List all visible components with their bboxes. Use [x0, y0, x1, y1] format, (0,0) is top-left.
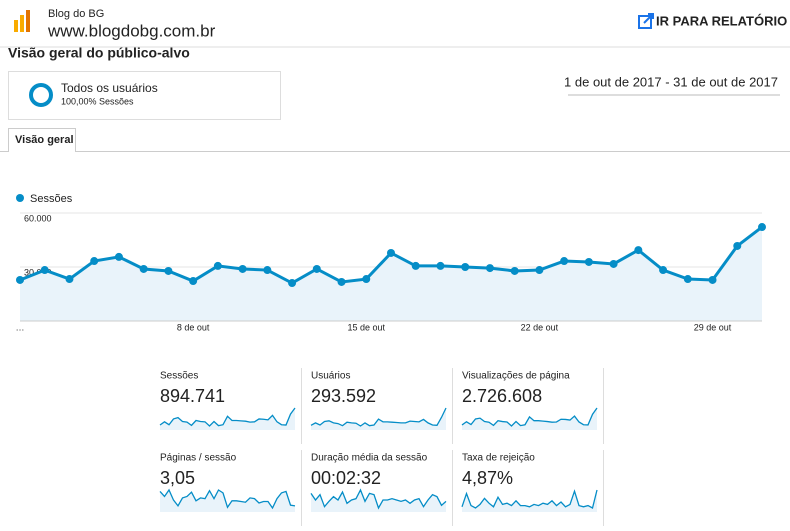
- point: [139, 264, 148, 273]
- segment-ring: [29, 83, 53, 107]
- sparkline-area: [462, 490, 597, 512]
- point: [659, 266, 668, 275]
- legend-label: Sessões: [30, 193, 73, 205]
- sparkline-area: [311, 490, 446, 512]
- metric-name: Visualizações de página: [462, 371, 570, 382]
- metric-value: 3,05: [160, 468, 195, 488]
- sparkline: [461, 407, 598, 427]
- point: [485, 264, 494, 273]
- point: [90, 257, 99, 266]
- point: [609, 259, 618, 268]
- point: [164, 266, 173, 275]
- metric-value: 293.592: [311, 386, 376, 406]
- point: [758, 223, 766, 232]
- sparkline: [159, 488, 296, 510]
- point: [213, 261, 222, 270]
- point: [362, 275, 371, 284]
- date-range[interactable]: 1 de out de 2017 - 31 de out de 2017: [564, 74, 778, 89]
- link-icon: [638, 15, 652, 29]
- point: [683, 275, 692, 284]
- point: [189, 277, 198, 286]
- area: [20, 227, 762, 321]
- x-tick-label: 29 de out: [694, 322, 732, 332]
- report-link[interactable]: IR PARA RELATÓRIO: [638, 13, 787, 29]
- point: [114, 252, 123, 261]
- point: [436, 261, 445, 270]
- point: [65, 275, 74, 284]
- point: [411, 261, 420, 270]
- point: [560, 257, 569, 266]
- metric-name: Duração média da sessão: [311, 453, 428, 464]
- point: [263, 266, 272, 275]
- link-icon: [643, 13, 654, 24]
- metric-value: 4,87%: [462, 468, 513, 488]
- sparkline: [159, 407, 296, 427]
- logo-bar: [26, 10, 30, 32]
- sparkline-area: [160, 490, 295, 512]
- sparkline: [310, 407, 447, 427]
- sparkline-area: [160, 408, 295, 430]
- point: [387, 248, 395, 257]
- sparkline: [461, 489, 598, 509]
- metric-name: Sessões: [160, 371, 198, 382]
- metric-value: 00:02:32: [311, 468, 381, 488]
- point: [288, 279, 297, 288]
- metric-name: Taxa de rejeição: [462, 453, 535, 464]
- point: [584, 257, 593, 266]
- metric-name: Páginas / sessão: [160, 453, 237, 464]
- point: [535, 266, 544, 275]
- sparkline-area: [462, 408, 597, 430]
- metric-value: 894.741: [160, 386, 225, 406]
- property: www.blogdobg.com.br: [47, 21, 216, 40]
- point: [312, 264, 321, 273]
- segment-detail: 100,00% Sessões: [61, 96, 134, 106]
- point: [733, 241, 742, 250]
- point: [461, 263, 470, 271]
- point: [708, 275, 717, 284]
- point: [510, 266, 519, 275]
- x-tick-label: 15 de out: [347, 322, 385, 332]
- point: [16, 275, 24, 284]
- logo-bar: [14, 20, 18, 32]
- point: [634, 246, 643, 255]
- segment-name: Todos os usuários: [61, 81, 158, 95]
- point: [238, 264, 247, 273]
- metric-name: Usuários: [311, 371, 350, 382]
- account: Blog do BG: [48, 8, 104, 20]
- x-tick-label: 22 de out: [521, 322, 559, 332]
- sparkline: [310, 488, 447, 510]
- page-title: Visão geral do público-alvo: [8, 45, 190, 61]
- point: [40, 266, 49, 275]
- report-link-text[interactable]: IR PARA RELATÓRIO: [656, 13, 787, 28]
- x-tick-label: …: [16, 322, 25, 332]
- x-tick-label: 8 de out: [177, 322, 210, 332]
- point: [337, 277, 346, 286]
- legend-marker: [16, 194, 24, 202]
- metric-value: 2.726.608: [462, 386, 542, 406]
- tab-label[interactable]: Visão geral: [15, 134, 74, 146]
- segment-box[interactable]: [8, 71, 281, 120]
- tab[interactable]: [8, 128, 76, 153]
- y-tick-label: 60.000: [24, 213, 52, 223]
- logo-bar: [20, 15, 24, 32]
